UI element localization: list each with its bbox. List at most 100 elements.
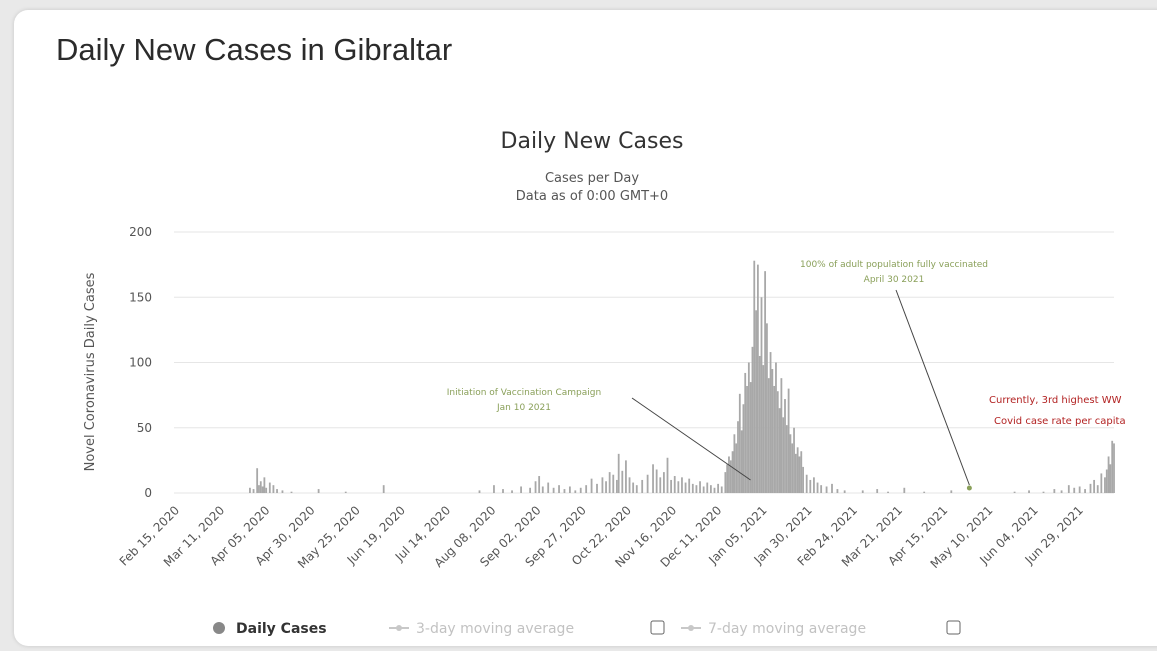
legend-checkbox-3day[interactable] [650,620,665,635]
daily-case-bar [670,479,673,493]
daily-case-bar [813,477,815,493]
legend-item-7day-average[interactable]: 7-day moving average [708,621,866,637]
daily-case-bar [1109,464,1112,493]
daily-case-bar [713,487,716,493]
daily-case-bar [756,264,759,493]
daily-case-bar [590,478,593,493]
daily-case-bar [1104,477,1106,493]
daily-case-bar [767,378,770,493]
legend-item-3day-average[interactable]: 3-day moving average [416,621,574,637]
daily-case-bar [766,323,768,493]
daily-case-bar [755,310,757,493]
daily-case-bar [746,385,748,493]
daily-case-bar [628,477,631,493]
daily-case-bar [798,456,801,493]
annotation-arrow [631,397,751,481]
daily-case-bar [695,485,698,493]
daily-case-bar [493,485,495,493]
daily-case-bar [579,487,582,493]
daily-case-bar [747,362,750,493]
daily-case-bar [816,482,819,493]
daily-case-bar [1042,491,1045,493]
daily-case-bar [738,393,741,493]
daily-case-bar [520,486,522,493]
daily-case-bar [1096,485,1099,493]
annotation-current-rate-line2: Covid case rate per capita [994,416,1126,427]
daily-case-bar [1105,469,1108,493]
annotation-fully-vaccinated-line1: 100% of adult population fully vaccinate… [800,260,988,270]
daily-case-bar [563,489,566,493]
daily-case-bar [950,490,953,493]
daily-case-bar [843,490,846,493]
daily-case-bar [534,481,537,493]
daily-case-bar [276,489,278,493]
daily-case-bar [805,474,808,493]
daily-case-bar [776,391,779,493]
daily-case-bar [1100,473,1103,493]
daily-case-bar [635,485,638,493]
daily-case-bar [1013,491,1016,493]
daily-case-bar [256,468,259,493]
daily-case-bar [585,485,588,493]
daily-case-bar [728,456,730,493]
daily-case-bar [1113,443,1115,493]
daily-case-bar [749,382,752,493]
daily-case-bar [699,481,701,493]
legend-item-daily-cases[interactable]: Daily Cases [236,621,327,637]
daily-case-bar [281,490,284,493]
daily-case-bar [621,470,624,493]
daily-case-bar [382,485,385,493]
y-tick-label: 200 [129,225,152,239]
daily-case-bar [836,489,839,493]
y-tick-label: 100 [129,356,152,370]
daily-case-bar [794,453,797,493]
daily-case-bar [666,457,669,493]
daily-case-bar [740,430,743,493]
daily-case-bar [344,491,347,493]
daily-case-bar [268,482,271,493]
daily-case-bar [775,362,777,493]
daily-case-bar [742,404,745,493]
chart-subtitle-line1: Cases per Day [545,171,639,186]
daily-case-bar [1028,490,1030,493]
daily-case-bar [478,490,481,493]
daily-case-bar [802,466,804,493]
daily-case-bar [753,260,756,493]
daily-case-bar [625,460,627,493]
legend-checkbox-7day[interactable] [946,620,961,635]
legend-marker-icon[interactable] [396,625,402,631]
daily-case-bar [612,474,615,493]
daily-case-bar [558,485,560,493]
daily-case-bar [259,481,262,493]
daily-case-bar [691,483,694,493]
daily-case-bar [737,421,739,493]
y-tick-labels: 0 50 100 150 200 [129,225,152,500]
daily-case-bar [876,489,879,493]
legend-marker-icon[interactable] [688,625,694,631]
daily-case-bar [1073,487,1076,493]
daily-case-bar [820,485,823,493]
daily-case-bar [290,491,293,493]
daily-case-bar [646,474,649,493]
daily-case-bar [762,365,765,493]
daily-case-bar [735,443,738,493]
chart-card: Daily New Cases in Gibraltar Daily New C… [14,10,1157,646]
annotation-current-rate-line1: Currently, 3rd highest WW [989,395,1122,406]
daily-case-bar [681,477,683,493]
daily-case-bar [596,483,598,493]
daily-case-bar [773,385,776,493]
daily-case-bar [502,489,504,493]
daily-case-bar [784,399,786,493]
legend-marker-daily-cases[interactable] [213,622,225,634]
daily-case-bar [760,297,763,493]
daily-case-bar [659,477,662,493]
daily-case-bar [887,491,889,493]
daily-case-bar [720,486,723,493]
daily-case-bar [785,425,788,493]
chart-title: Daily New Cases [501,129,684,154]
daily-case-bar [1107,456,1110,493]
y-tick-label: 0 [144,486,152,500]
daily-case-bar [605,481,607,493]
daily-case-bar [778,408,781,493]
